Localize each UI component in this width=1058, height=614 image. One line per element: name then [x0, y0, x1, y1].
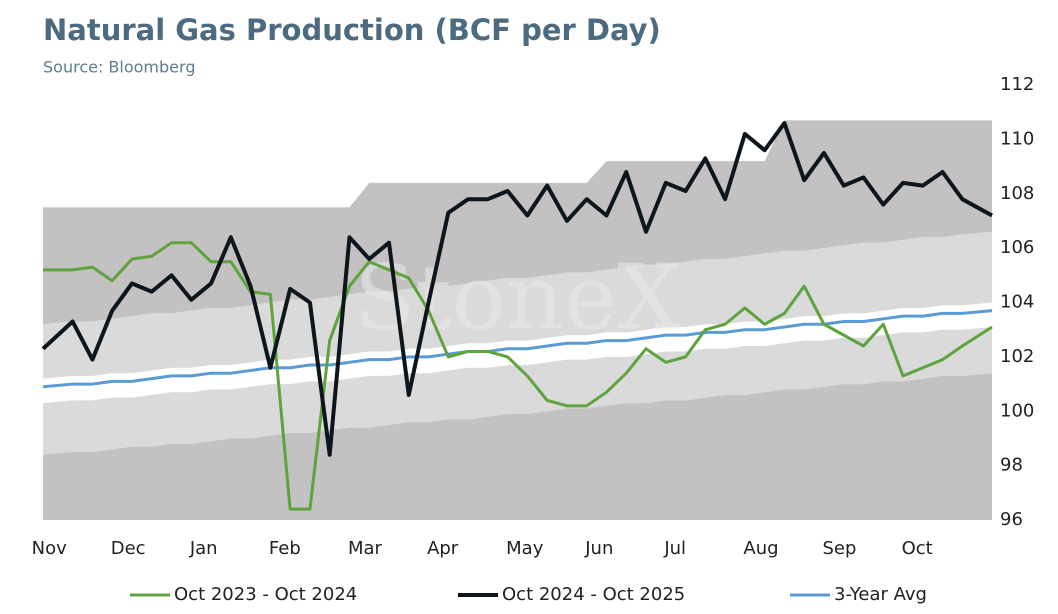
range-band: [43, 120, 992, 325]
x-tick-label: Jan: [189, 538, 218, 559]
chart-title: Natural Gas Production (BCF per Day): [43, 13, 661, 47]
legend-label: 3-Year Avg: [834, 584, 927, 605]
y-tick-label: 104: [1000, 292, 1034, 313]
x-tick-label: Jun: [584, 538, 613, 559]
y-tick-label: 106: [1000, 237, 1034, 258]
y-tick-label: 108: [1000, 183, 1034, 204]
y-tick-label: 102: [1000, 346, 1034, 367]
chart-subtitle: Source: Bloomberg: [43, 58, 195, 77]
x-tick-label: Aug: [743, 538, 778, 559]
x-tick-label: Nov: [32, 538, 67, 559]
x-tick-label: May: [506, 538, 544, 559]
legend-label: Oct 2024 - Oct 2025: [502, 584, 685, 605]
y-tick-label: 98: [1000, 455, 1023, 476]
series-line: [43, 241, 993, 511]
x-tick-label: Jul: [663, 538, 686, 559]
x-tick-label: Oct: [902, 538, 933, 559]
y-tick-label: 96: [1000, 509, 1023, 530]
x-tick-label: Mar: [348, 538, 383, 559]
watermark: StoneX: [354, 245, 681, 350]
x-tick-label: Feb: [269, 538, 301, 559]
range-band: [43, 231, 992, 379]
series-line: [41, 121, 993, 457]
y-tick-label: 100: [1000, 400, 1034, 421]
range-band: [43, 373, 992, 520]
y-tick-label: 110: [1000, 128, 1034, 149]
y-tick-label: 112: [1000, 74, 1034, 95]
x-tick-label: Apr: [427, 538, 459, 559]
x-tick-label: Dec: [111, 538, 146, 559]
series-line: [42, 309, 993, 389]
legend-label: Oct 2023 - Oct 2024: [174, 584, 357, 605]
range-band: [43, 326, 992, 455]
x-tick-label: Sep: [822, 538, 856, 559]
